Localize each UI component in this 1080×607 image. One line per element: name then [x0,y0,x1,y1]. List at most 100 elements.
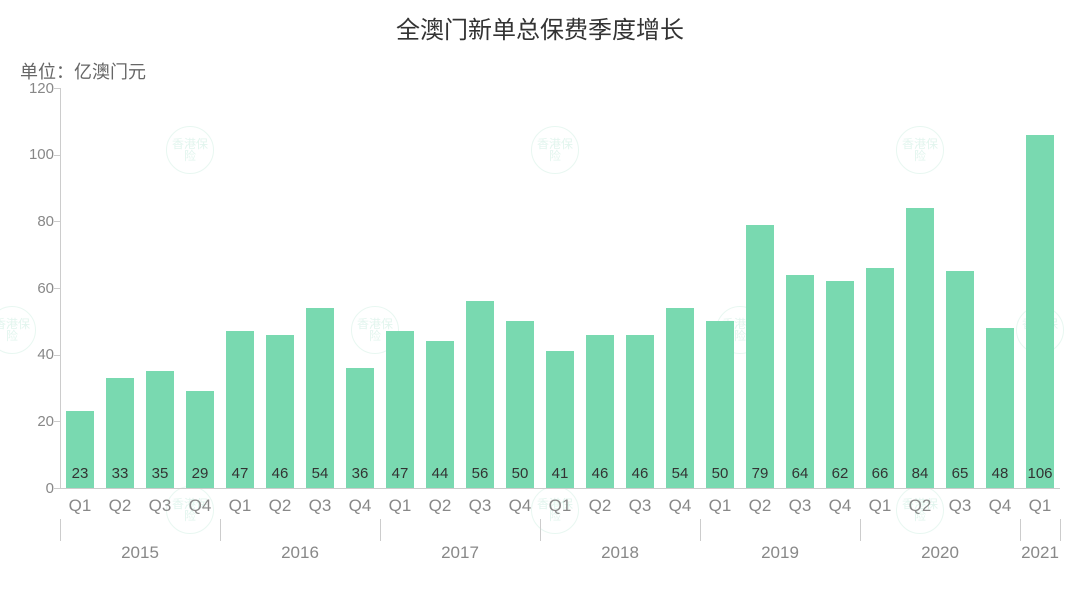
year-label: 2020 [860,543,1020,563]
bar-value-label: 47 [220,465,260,482]
year-label: 2021 [1020,543,1060,563]
bar-group: 50 [700,88,740,488]
x-axis-line [60,488,1060,489]
bar-value-label: 47 [380,465,420,482]
bar-value-label: 35 [140,465,180,482]
quarter-label: Q4 [500,496,540,516]
bar-group: 66 [860,88,900,488]
quarter-label: Q4 [980,496,1020,516]
bar-group: 46 [620,88,660,488]
bar-value-label: 84 [900,465,940,482]
bar [666,308,695,488]
bar-value-label: 46 [580,465,620,482]
y-tick-mark [54,488,60,489]
bar-value-label: 44 [420,465,460,482]
y-tick-label: 100 [8,146,54,163]
bar-value-label: 66 [860,465,900,482]
bar [466,301,495,488]
quarter-label: Q2 [580,496,620,516]
quarter-label: Q4 [660,496,700,516]
quarter-label: Q3 [940,496,980,516]
year-tick [1020,519,1021,541]
quarter-label: Q3 [620,496,660,516]
bar-group: 41 [540,88,580,488]
quarter-label: Q4 [180,496,220,516]
bar-value-label: 54 [660,465,700,482]
quarter-label: Q1 [220,496,260,516]
chart-root: 全澳门新单总保费季度增长 单位：亿澳门元 香港保险香港保险香港保险香港保险香港保… [0,0,1080,607]
quarter-label: Q4 [820,496,860,516]
quarter-label: Q2 [900,496,940,516]
year-tick [60,519,61,541]
quarter-label: Q1 [860,496,900,516]
year-tick [1060,519,1061,541]
bar-group: 29 [180,88,220,488]
bar-value-label: 50 [700,465,740,482]
year-label: 2019 [700,543,860,563]
bar-group: 47 [220,88,260,488]
quarter-label: Q2 [260,496,300,516]
bar-group: 65 [940,88,980,488]
year-label: 2015 [60,543,220,563]
y-tick-label: 0 [8,480,54,497]
year-tick [700,519,701,541]
bar-group: 23 [60,88,100,488]
bar [986,328,1015,488]
quarter-label: Q2 [420,496,460,516]
bar [906,208,935,488]
bar [306,308,335,488]
bar [746,225,775,488]
quarter-label: Q1 [540,496,580,516]
chart-title: 全澳门新单总保费季度增长 [0,10,1080,45]
bar-group: 47 [380,88,420,488]
bar-value-label: 36 [340,465,380,482]
y-tick-label: 60 [8,280,54,297]
bar-value-label: 41 [540,465,580,482]
bar [706,321,735,488]
quarter-label: Q1 [60,496,100,516]
bar-value-label: 62 [820,465,860,482]
year-label: 2017 [380,543,540,563]
bar [1026,135,1055,488]
bar-value-label: 56 [460,465,500,482]
bar-group: 46 [580,88,620,488]
bar-value-label: 23 [60,465,100,482]
quarter-label: Q3 [460,496,500,516]
bar-group: 46 [260,88,300,488]
plot-area: 2333352947465436474456504146465450796462… [60,88,1060,488]
bar [506,321,535,488]
bar-group: 50 [500,88,540,488]
bar-group: 36 [340,88,380,488]
quarter-label: Q1 [380,496,420,516]
bar-value-label: 106 [1020,465,1060,482]
bar [786,275,815,488]
y-tick-label: 40 [8,346,54,363]
year-tick [860,519,861,541]
bar-value-label: 79 [740,465,780,482]
bar-group: 84 [900,88,940,488]
year-tick [540,519,541,541]
year-tick [220,519,221,541]
quarter-label: Q4 [340,496,380,516]
bar-value-label: 29 [180,465,220,482]
year-label: 2016 [220,543,380,563]
year-tick [380,519,381,541]
bar [866,268,895,488]
bar-group: 48 [980,88,1020,488]
bar-group: 79 [740,88,780,488]
bar-group: 62 [820,88,860,488]
bar-value-label: 64 [780,465,820,482]
y-tick-label: 120 [8,80,54,97]
bar-group: 56 [460,88,500,488]
y-tick-label: 20 [8,413,54,430]
bar-value-label: 50 [500,465,540,482]
quarter-label: Q3 [300,496,340,516]
bar-group: 64 [780,88,820,488]
quarter-label: Q1 [1020,496,1060,516]
y-tick-label: 80 [8,213,54,230]
quarter-label: Q2 [100,496,140,516]
bar-value-label: 33 [100,465,140,482]
quarter-label: Q3 [780,496,820,516]
bar-value-label: 48 [980,465,1020,482]
bar-group: 33 [100,88,140,488]
